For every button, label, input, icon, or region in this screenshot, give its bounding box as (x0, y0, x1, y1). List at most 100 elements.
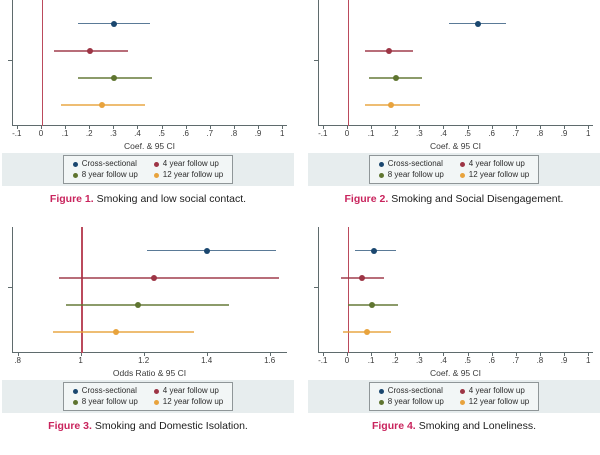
y-axis-tick (8, 287, 13, 288)
point-marker (112, 329, 119, 335)
point-marker (364, 329, 371, 335)
legend-item: 4 year follow up (459, 159, 529, 169)
legend-label: 4 year follow up (468, 386, 525, 395)
x-axis-ticks: -.1 0 .1 .2 .3 .4 .5 .6 .7 .8 .9 1 (318, 353, 593, 369)
tick-mark (89, 126, 91, 129)
tick-label: 0 (38, 129, 44, 138)
figures-row-bottom: .8 1 1.2 1.4 1.6 Odds Ratio & 95 CI Cross-se… (0, 227, 600, 432)
tick-label: .2 (391, 356, 399, 365)
legend-item: 4 year follow up (153, 386, 223, 396)
point-marker (203, 247, 210, 254)
tick-label: -.1 (318, 356, 328, 365)
tick-mark (564, 126, 566, 129)
ci-line (59, 277, 280, 279)
tick-label: .2 (85, 129, 93, 138)
point-marker (388, 102, 395, 108)
y-axis-tick (8, 60, 13, 61)
x-axis-title: Coef. & 95 CI (123, 141, 176, 151)
tick-label: -.1 (12, 129, 22, 138)
tick-label: 1 (585, 129, 591, 138)
tick-mark (564, 353, 566, 356)
tick-mark (491, 353, 493, 356)
legend-label: 8 year follow up (81, 170, 138, 179)
plot-area (8, 0, 287, 126)
tick-mark (371, 353, 373, 356)
legend-label: 12 year follow up (162, 170, 224, 179)
point-marker (110, 75, 117, 82)
tick-mark (588, 126, 590, 129)
point-marker (474, 20, 481, 27)
legend-label: 12 year follow up (468, 170, 530, 179)
figure-caption-text: Smoking and Social Disengagement. (391, 193, 564, 205)
x-axis-ticks: -.1 0 .1 .2 .3 .4 .5 .6 .7 .8 .9 1 (318, 126, 593, 142)
point-marker (86, 48, 93, 55)
tick-label: .7 (512, 129, 520, 138)
legend-marker (153, 399, 159, 405)
figure-caption: Figure 2. Smoking and Social Disengagemen… (308, 193, 600, 205)
tick-label: .9 (560, 356, 568, 365)
legend-label: 8 year follow up (81, 397, 138, 406)
point-marker (368, 302, 375, 309)
legend-marker (459, 399, 465, 405)
legend-item: 12 year follow up (153, 397, 224, 407)
tick-mark (206, 353, 208, 356)
tick-label: 1.4 (201, 356, 213, 365)
legend-item: 8 year follow up (378, 170, 444, 180)
tick-label: .5 (158, 129, 165, 138)
figure-3-panel: .8 1 1.2 1.4 1.6 Odds Ratio & 95 CI Cross-se… (2, 227, 294, 432)
tick-mark (467, 126, 469, 129)
tick-label: .3 (109, 129, 117, 138)
tick-mark (143, 353, 145, 356)
tick-mark (443, 126, 445, 129)
tick-label: .8 (536, 356, 544, 365)
legend-item: 12 year follow up (459, 397, 529, 407)
legend-label: 8 year follow up (387, 170, 444, 179)
reference-line (41, 0, 44, 126)
figure-caption-label: Figure 4. (371, 420, 416, 432)
legend-marker (153, 161, 159, 167)
x-axis-title: Coef. & 95 CI (429, 141, 482, 151)
tick-label: .6 (182, 129, 190, 138)
legend-item: Cross-sectional (378, 159, 444, 169)
legend-label: 4 year follow up (162, 159, 219, 168)
tick-mark (282, 126, 284, 129)
tick-label: 1.6 (264, 356, 276, 365)
tick-label: -.1 (318, 129, 328, 138)
legend-label: 8 year follow up (387, 397, 444, 406)
legend-item: Cross-sectional (72, 159, 138, 169)
figure-4-forest-plot: -.1 0 .1 .2 .3 .4 .5 .6 .7 .8 .9 1 Coef. & 95 CI Cr… (308, 227, 600, 413)
tick-mark (161, 126, 163, 129)
legend-item: 4 year follow up (459, 386, 529, 396)
point-marker (110, 20, 117, 27)
tick-mark (346, 126, 348, 129)
tick-label: 1 (279, 129, 285, 138)
legend-item: 8 year follow up (72, 170, 138, 180)
x-axis-title: Coef. & 95 CI (429, 368, 482, 378)
tick-mark (80, 353, 82, 356)
legend-label: Cross-sectional (81, 159, 137, 168)
legend-label: 12 year follow up (162, 397, 224, 406)
tick-label: .5 (464, 129, 471, 138)
ci-line (147, 249, 276, 252)
figure-caption-text: Smoking and low social contact. (96, 193, 247, 205)
figure-caption: Figure 3. Smoking and Domestic Isolation. (2, 420, 294, 432)
legend-label: Cross-sectional (387, 159, 443, 168)
plot-area (314, 0, 593, 126)
tick-mark (346, 353, 348, 356)
legend-marker (153, 388, 159, 394)
legend-item: Cross-sectional (72, 386, 138, 396)
tick-label: .1 (367, 129, 375, 138)
reference-line (81, 227, 83, 353)
legend-label: Cross-sectional (387, 386, 443, 395)
figure-caption-text: Smoking and Domestic Isolation. (94, 420, 248, 432)
tick-label: 1 (78, 356, 83, 365)
tick-mark (65, 126, 67, 129)
tick-mark (539, 353, 541, 356)
legend-marker (378, 399, 384, 405)
plot-area (8, 227, 287, 353)
tick-mark (322, 353, 324, 356)
tick-mark (395, 126, 397, 129)
tick-label: 0 (344, 356, 350, 365)
figure-1-panel: -.1 0 .1 .2 .3 .4 .5 .6 .7 .8 .9 1 Coef. & 95 CI Cr… (2, 0, 294, 205)
figures-row-top: -.1 0 .1 .2 .3 .4 .5 .6 .7 .8 .9 1 Coef. & 95 CI Cr… (0, 0, 600, 205)
